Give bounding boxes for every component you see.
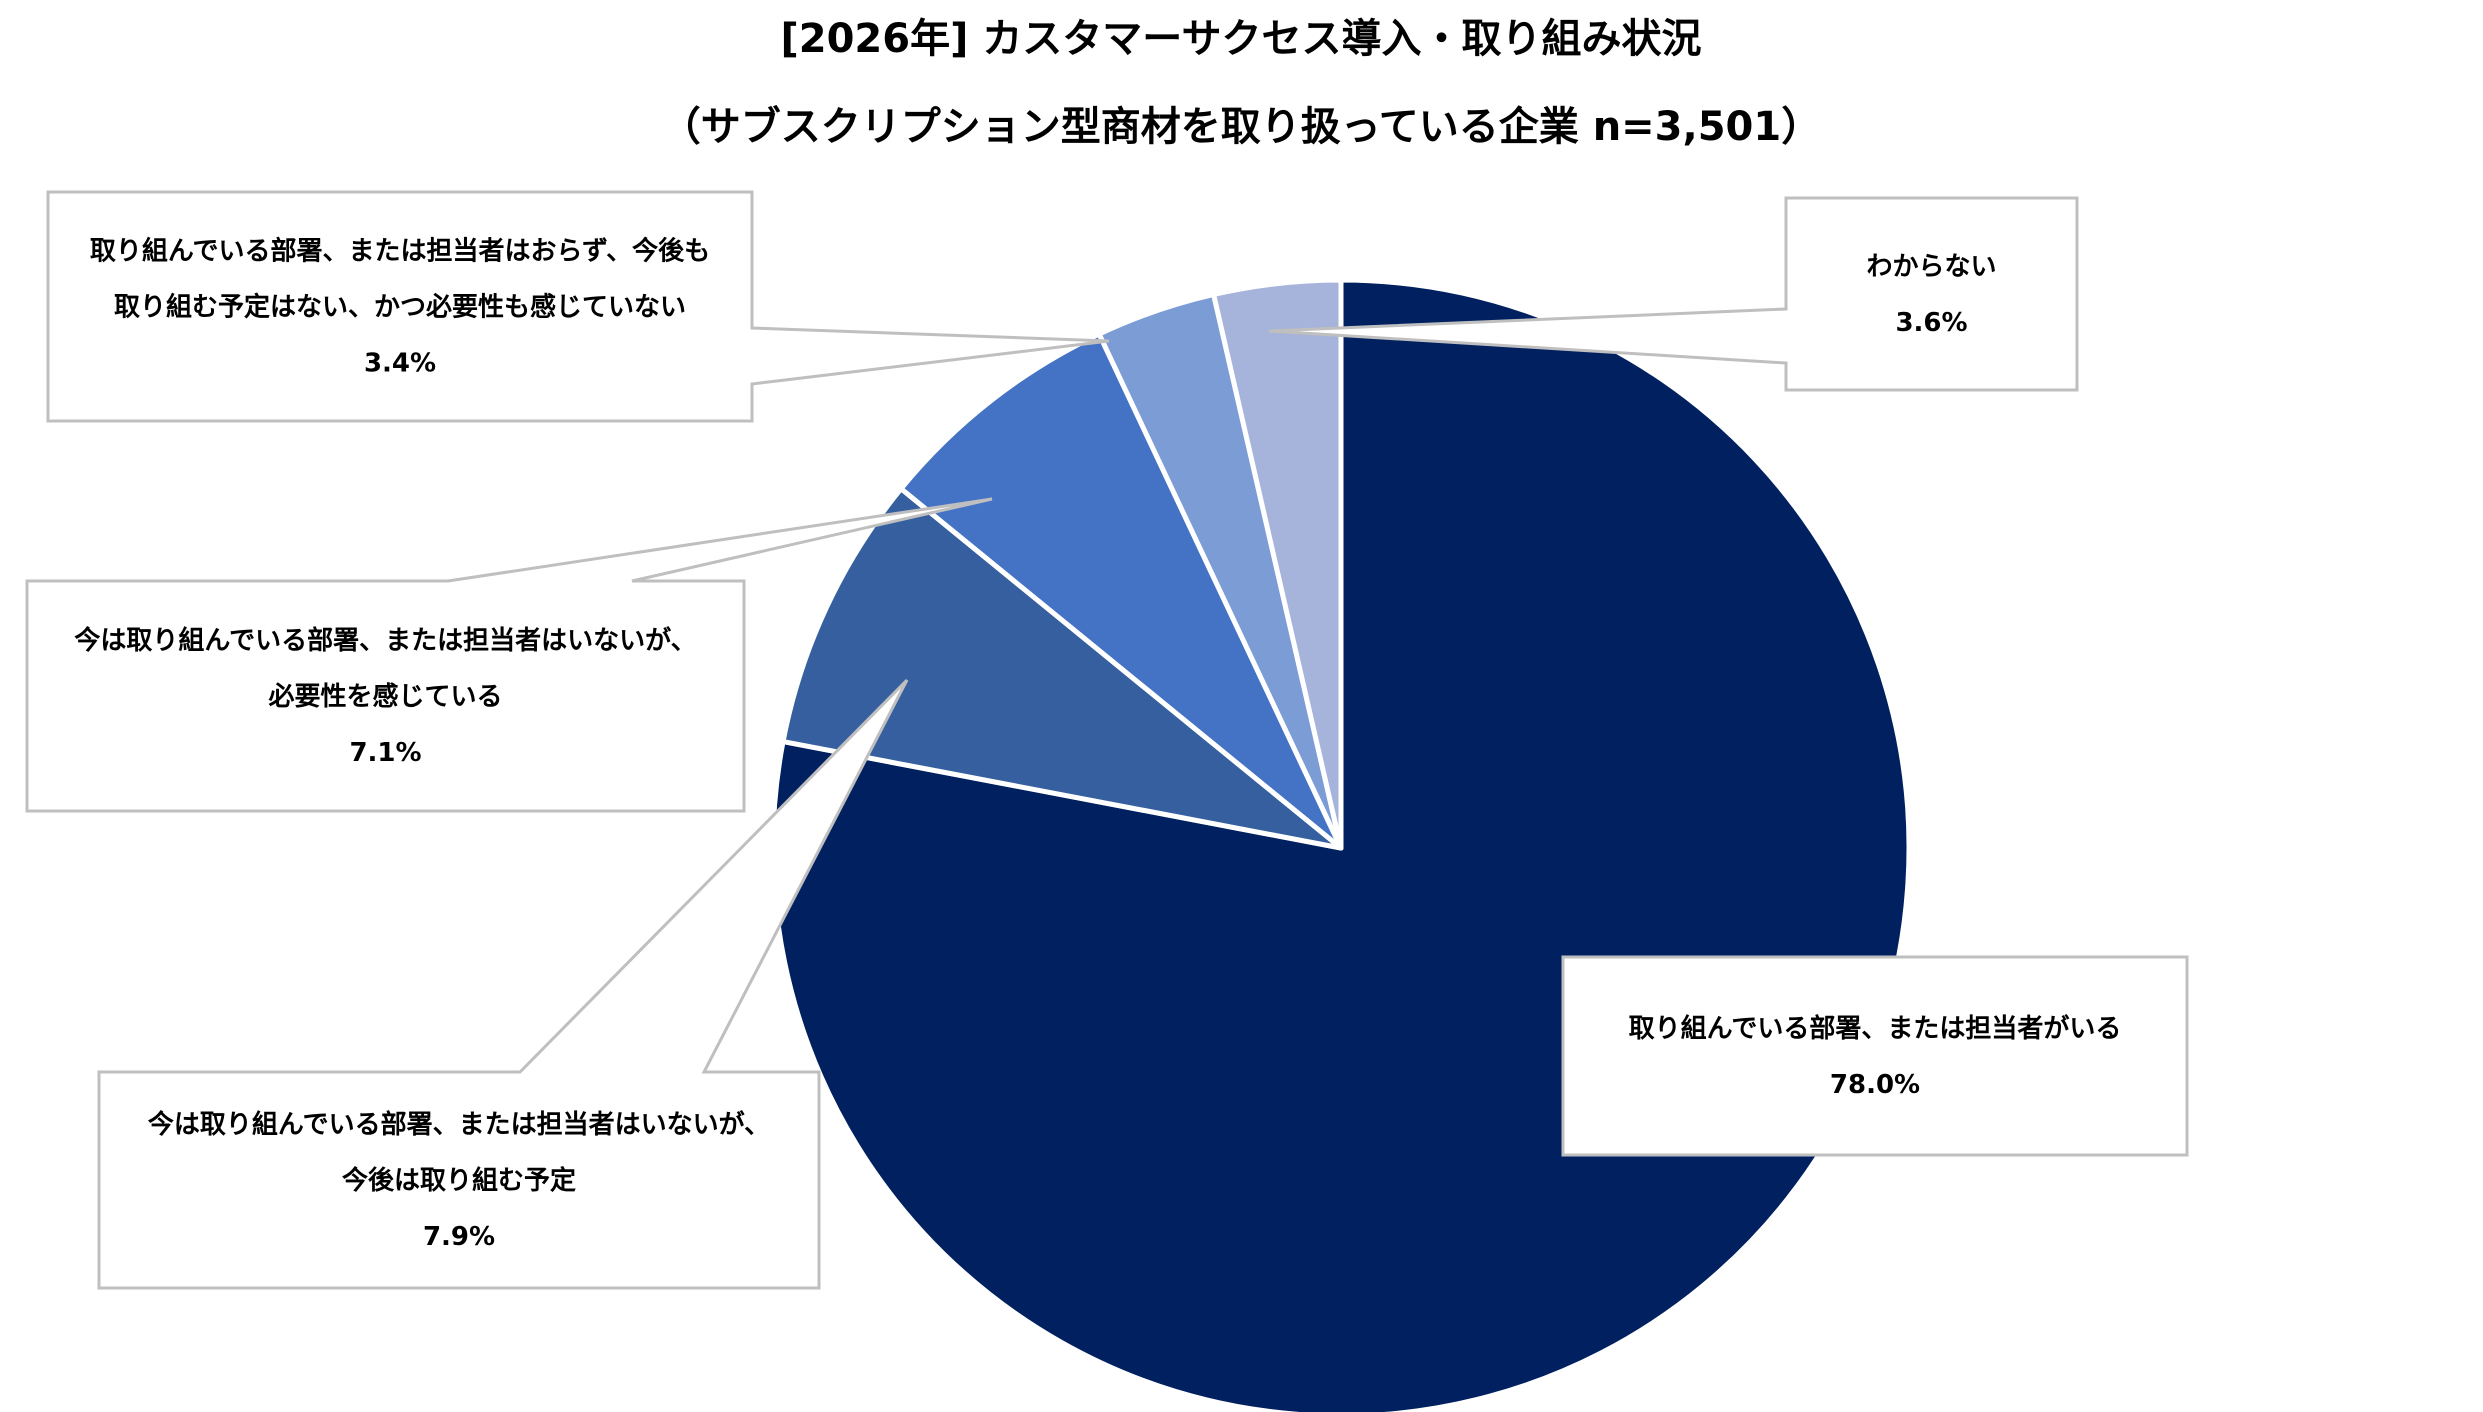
data-label-category: 取り組む予定はない、かつ必要性も感じていない	[114, 292, 686, 323]
callout-box	[1268, 196, 2079, 392]
data-label-1: 今は取り組んでいる部署、または担当者はいないが、今後は取り組む予定 7.9%	[97, 678, 909, 1290]
callout-box	[46, 190, 1110, 423]
callout-box	[97, 678, 909, 1290]
data-label-value: 78.0%	[1830, 1070, 1920, 1100]
pie-slice-4	[1211, 277, 1344, 851]
data-label-category: 今は取り組んでいる部署、または担当者はいないが、	[74, 625, 696, 656]
data-label-value: 7.9%	[423, 1222, 495, 1252]
pie-slice-1	[780, 486, 1344, 851]
data-label-3: 取り組んでいる部署、または担当者はおらず、今後も取り組む予定はない、かつ必要性も…	[46, 190, 1110, 423]
data-label-value: 7.1%	[349, 738, 421, 768]
callout-box	[25, 497, 993, 813]
data-label-value: 3.4%	[364, 349, 436, 379]
data-label-value: 3.6%	[1895, 308, 1967, 338]
data-label-2: 今は取り組んでいる部署、または担当者はいないが、必要性を感じている 7.1%	[25, 497, 993, 813]
data-labels: 取り組んでいる部署、または担当者がいる 78.0% 今は取り組んでいる部署、または担…	[25, 190, 2189, 1290]
data-label-category: 今は取り組んでいる部署、または担当者はいないが、	[148, 1109, 770, 1140]
pie-slices	[770, 277, 1912, 1412]
data-label-category: 今後は取り組む予定	[342, 1165, 576, 1196]
chart-subtitle: （サブスクリプション型商材を取り扱っている企業 n=3,501）	[661, 104, 1821, 150]
chart-title: [2026年] カスタマーサクセス導入・取り組み状況	[780, 16, 1701, 62]
data-label-category: 取り組んでいる部署、または担当者がいる	[1629, 1013, 2122, 1044]
data-label-category: 必要性を感じている	[268, 682, 502, 712]
data-label-category: わからない	[1866, 252, 1996, 282]
data-label-4: わからない 3.6%	[1268, 196, 2079, 392]
data-label-category: 取り組んでいる部署、または担当者はおらず、今後も	[90, 236, 710, 267]
callout-box	[1561, 955, 2189, 1157]
data-label-0: 取り組んでいる部署、または担当者がいる 78.0%	[1561, 955, 2189, 1157]
